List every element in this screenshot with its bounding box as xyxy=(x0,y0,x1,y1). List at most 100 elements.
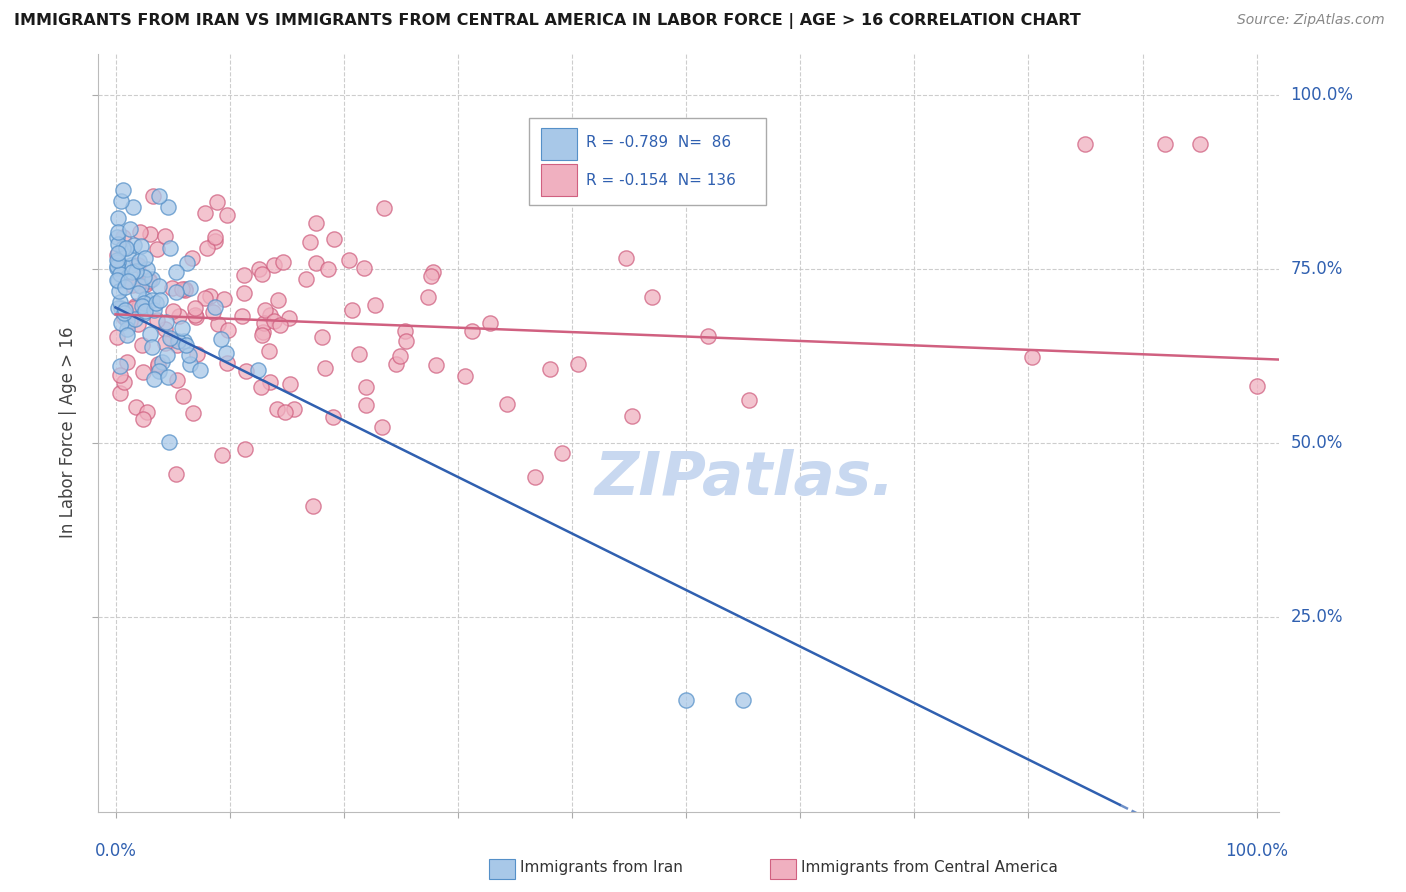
Point xyxy=(165,285,187,300)
Point xyxy=(207,317,229,331)
Point xyxy=(112,182,135,196)
Point xyxy=(107,284,129,298)
Point xyxy=(373,202,395,216)
Text: 75.0%: 75.0% xyxy=(1291,260,1343,278)
Point xyxy=(231,309,253,323)
Point xyxy=(117,246,139,260)
Text: 100.0%: 100.0% xyxy=(1225,842,1288,860)
Point xyxy=(125,264,148,278)
Point xyxy=(121,277,143,292)
Point xyxy=(453,368,475,383)
Point xyxy=(316,261,339,276)
Point xyxy=(173,334,195,348)
Point xyxy=(420,268,443,283)
Point xyxy=(194,206,217,220)
Text: 0.0%: 0.0% xyxy=(94,842,136,860)
Point xyxy=(145,296,167,310)
Point xyxy=(124,400,146,414)
Point xyxy=(538,361,561,376)
Point xyxy=(183,309,205,323)
Point xyxy=(249,380,271,394)
Point xyxy=(166,338,188,352)
Point xyxy=(122,301,145,315)
Point xyxy=(162,303,184,318)
Point xyxy=(215,356,238,370)
Point xyxy=(354,398,377,412)
Point xyxy=(105,248,128,262)
Point xyxy=(181,406,204,420)
Point xyxy=(172,321,194,335)
Text: 25.0%: 25.0% xyxy=(1291,608,1343,626)
Point xyxy=(156,348,179,362)
Point xyxy=(157,200,180,214)
Point xyxy=(107,211,129,225)
Point xyxy=(217,323,239,337)
Point xyxy=(305,216,328,230)
Point xyxy=(139,326,162,341)
Point xyxy=(233,268,256,282)
Point xyxy=(117,274,139,288)
Point xyxy=(621,409,644,423)
Point xyxy=(314,360,336,375)
Point xyxy=(121,265,143,279)
Point xyxy=(738,393,761,408)
Text: IMMIGRANTS FROM IRAN VS IMMIGRANTS FROM CENTRAL AMERICA IN LABOR FORCE | AGE > 1: IMMIGRANTS FROM IRAN VS IMMIGRANTS FROM … xyxy=(14,13,1081,29)
Point xyxy=(179,357,201,371)
Point xyxy=(160,281,183,295)
Point xyxy=(134,269,156,284)
Point xyxy=(202,305,225,319)
Point xyxy=(176,256,198,270)
Point xyxy=(195,241,218,255)
Point xyxy=(105,230,128,244)
Point xyxy=(132,411,155,425)
Point xyxy=(131,364,153,378)
Point xyxy=(115,355,138,369)
Point xyxy=(217,209,239,223)
Point xyxy=(205,195,228,210)
Point xyxy=(267,293,290,307)
Point xyxy=(112,376,135,390)
Point xyxy=(107,301,129,315)
Point xyxy=(235,364,257,378)
Point xyxy=(141,293,163,308)
Point xyxy=(550,445,572,459)
Point xyxy=(120,258,142,272)
Point xyxy=(157,370,180,384)
Point xyxy=(110,194,132,208)
Point xyxy=(496,397,519,411)
Point xyxy=(122,238,145,252)
Bar xyxy=(541,128,576,160)
Point xyxy=(425,358,447,372)
Point xyxy=(155,228,177,243)
Point xyxy=(124,312,146,326)
Point xyxy=(353,261,375,276)
Point xyxy=(134,304,156,318)
Point xyxy=(1074,136,1097,151)
Point xyxy=(204,230,226,244)
Point xyxy=(127,318,149,332)
Point xyxy=(135,261,157,276)
Point xyxy=(250,328,273,343)
Point xyxy=(166,265,188,279)
Point xyxy=(143,302,166,317)
Point xyxy=(295,271,318,285)
Point xyxy=(280,377,302,392)
Point xyxy=(117,328,139,343)
Point xyxy=(107,255,129,269)
Point xyxy=(108,267,131,281)
Point xyxy=(252,325,274,339)
Point xyxy=(134,292,156,306)
Point xyxy=(283,401,305,416)
Point xyxy=(337,253,360,268)
Point xyxy=(117,312,139,326)
Point xyxy=(384,357,406,371)
Point xyxy=(278,311,301,326)
Point xyxy=(395,334,418,348)
Point xyxy=(181,251,204,265)
Text: 50.0%: 50.0% xyxy=(1291,434,1343,452)
Point xyxy=(110,359,132,373)
Point xyxy=(166,373,188,387)
Point xyxy=(461,324,484,338)
Point xyxy=(418,290,440,304)
Point xyxy=(110,295,132,310)
